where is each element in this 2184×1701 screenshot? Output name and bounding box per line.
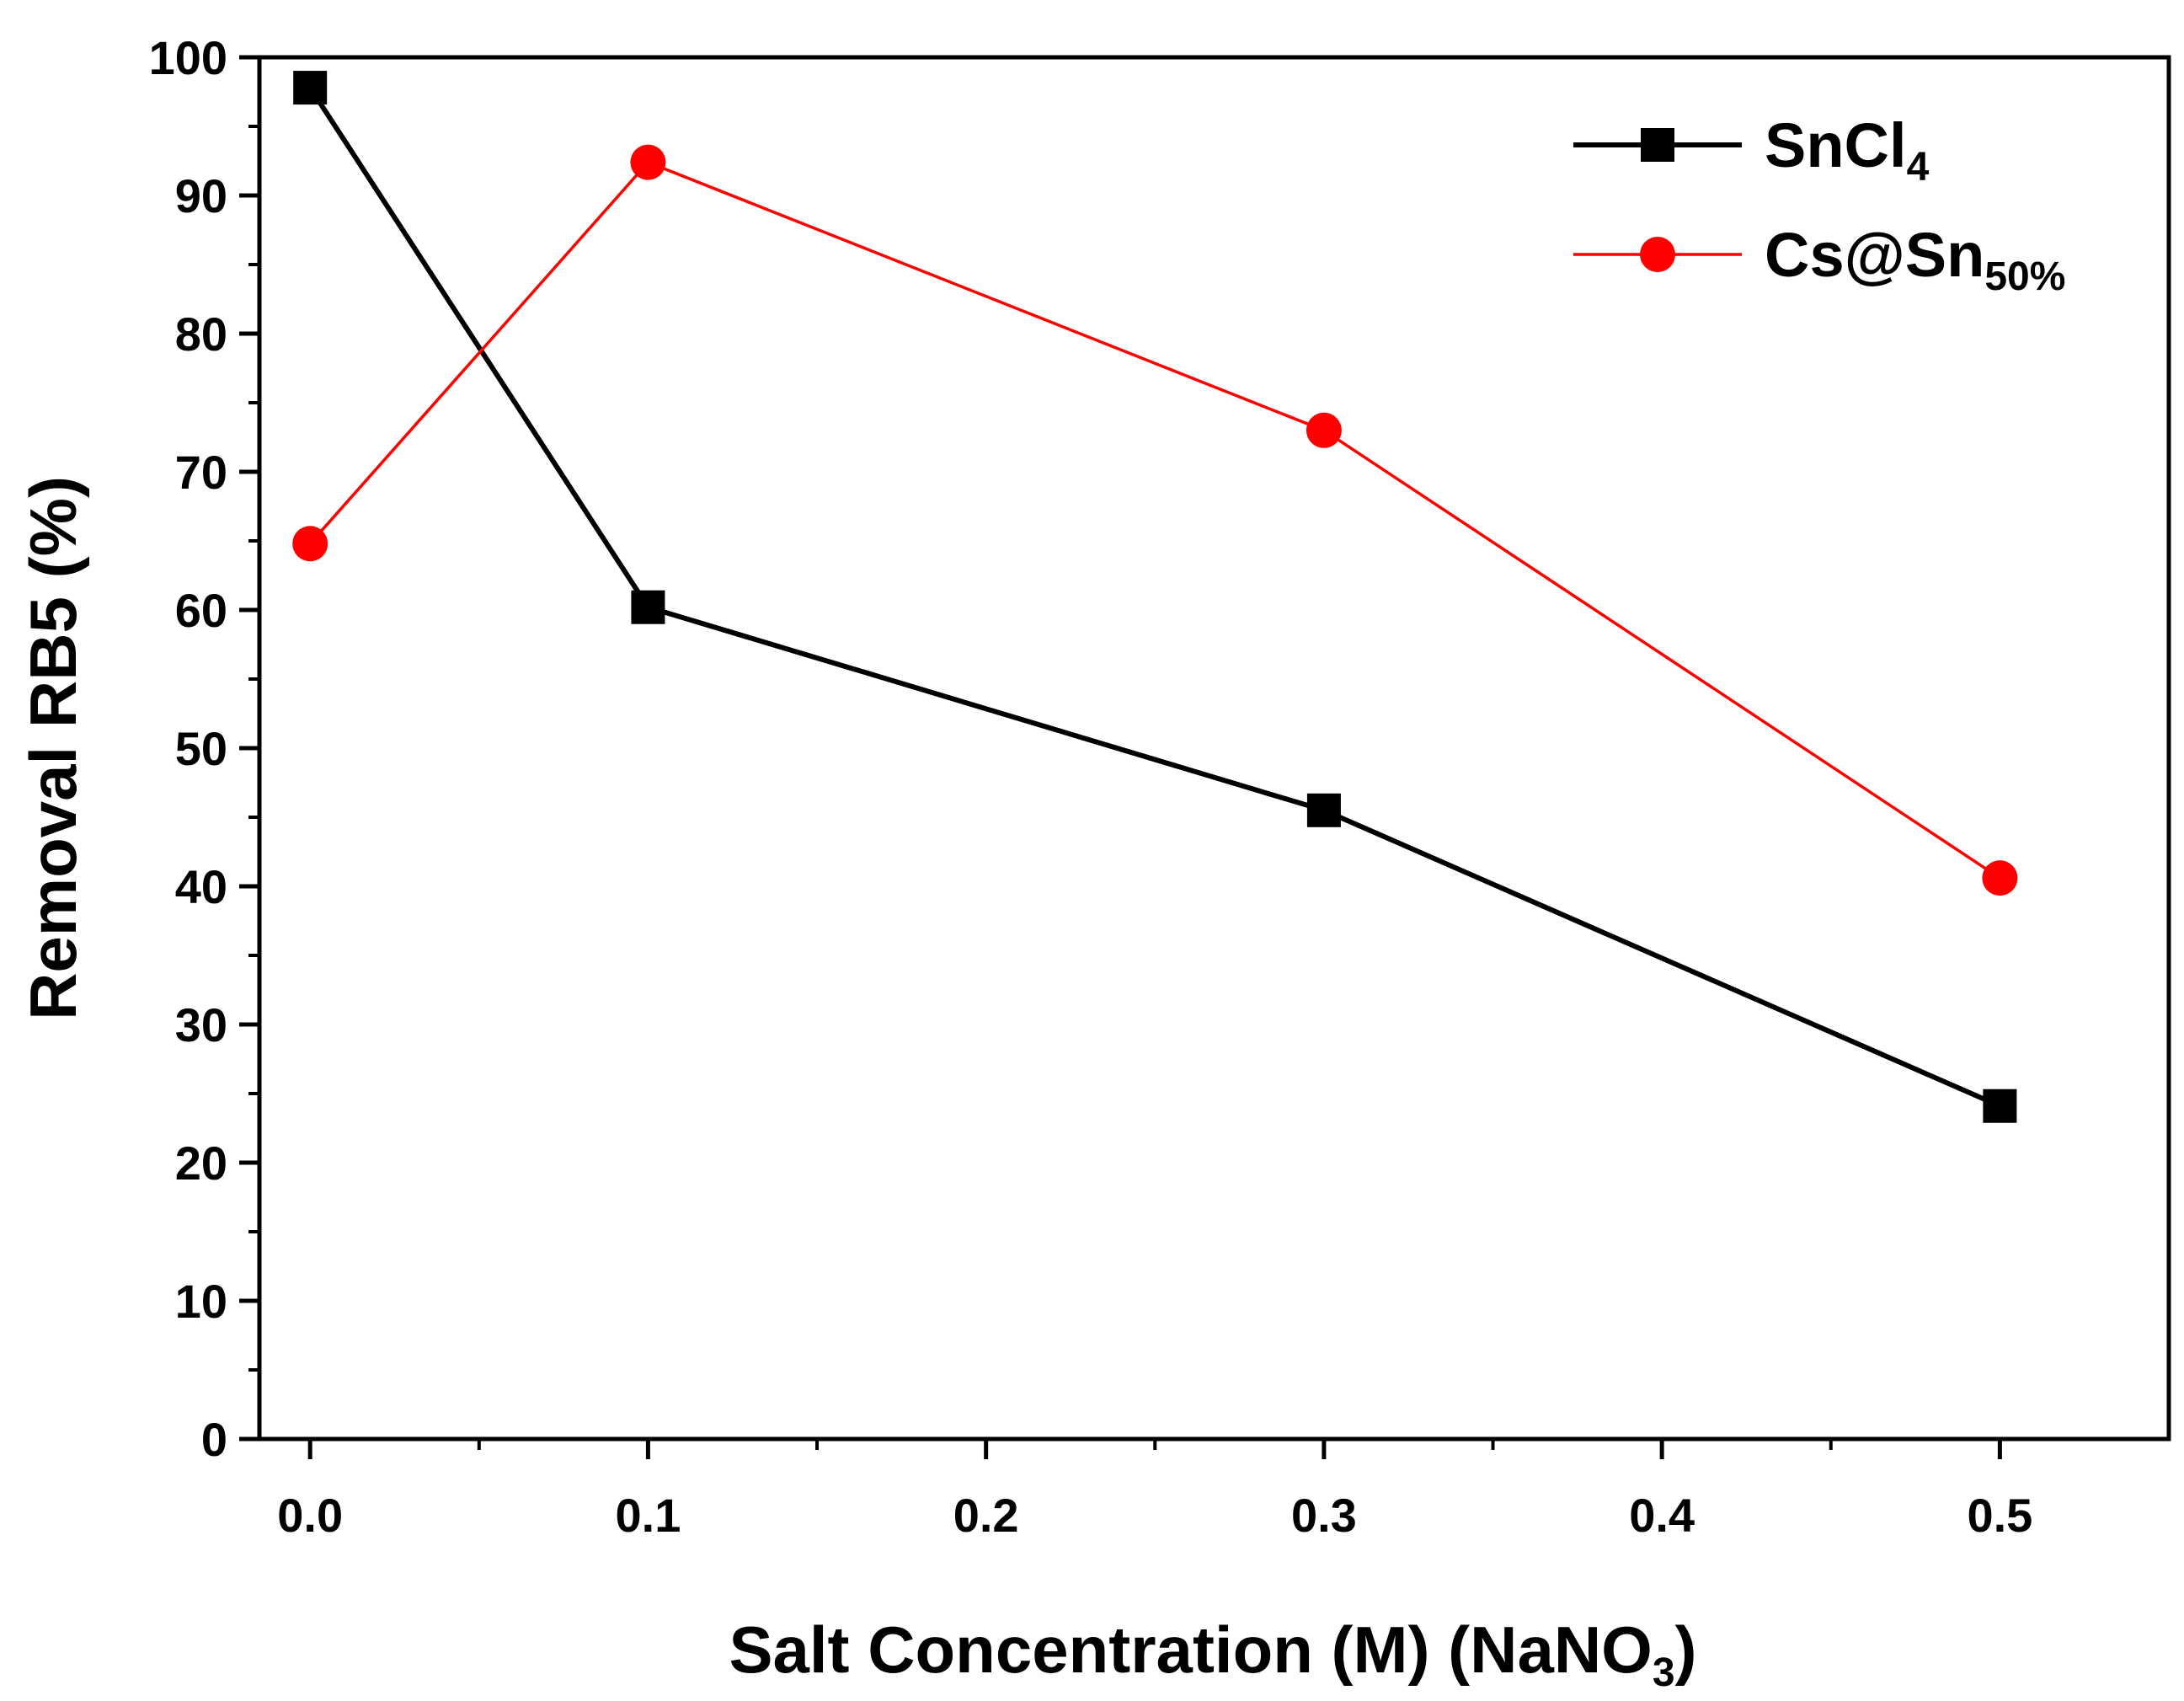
legend-label-sncl4: SnCl4 <box>1765 110 1930 190</box>
x-tick-label: 0.4 <box>1629 1489 1695 1542</box>
y-tick-label: 60 <box>175 584 227 637</box>
y-tick-label: 70 <box>175 446 227 499</box>
legend-label-cs-sn: Cs@Sn50% <box>1765 220 2065 299</box>
x-axis-title: Salt Concentration (M) (NaNO3) <box>729 1613 1696 1695</box>
legend: SnCl4 Cs@Sn50% <box>1573 110 2065 299</box>
x-axis-ticks: 0.0 0.1 0.2 0.3 0.4 0.5 <box>277 1439 2032 1542</box>
legend-label-sncl4-sub: 4 <box>1907 145 1930 190</box>
x-tick-label: 0.2 <box>953 1489 1019 1542</box>
y-tick-label: 10 <box>175 1275 227 1328</box>
x-tick-label: 0.3 <box>1291 1489 1357 1542</box>
x-tick-label: 0.5 <box>1967 1489 2032 1542</box>
y-tick-label: 50 <box>175 722 227 775</box>
series-line-0 <box>307 86 2001 1109</box>
x-tick-label: 0.1 <box>615 1489 681 1542</box>
y-tick-label: 40 <box>175 860 227 913</box>
data-point-circle <box>292 526 328 562</box>
series-layer <box>292 71 2018 1123</box>
data-point-circle <box>1306 412 1342 448</box>
legend-label-sncl4-main: SnCl <box>1765 110 1907 180</box>
legend-label-cs-sn-sub: 50% <box>1984 254 2065 299</box>
x-axis-title-main: Salt Concentration (M) (NaNO <box>729 1613 1652 1687</box>
data-point-square <box>631 590 665 624</box>
data-point-square <box>293 71 328 105</box>
y-tick-label: 90 <box>175 169 227 222</box>
legend-marker-cs-sn <box>1640 237 1675 272</box>
legend-label-cs-sn-main: Cs@Sn <box>1765 220 1984 290</box>
y-tick-label: 0 <box>201 1413 227 1466</box>
x-axis-title-tail: ) <box>1675 1613 1697 1687</box>
data-point-square <box>1306 793 1341 827</box>
y-tick-label: 100 <box>149 31 227 84</box>
data-point-circle <box>1982 860 2018 896</box>
x-axis-title-subscript: 3 <box>1653 1650 1675 1695</box>
y-tick-label: 20 <box>175 1137 227 1190</box>
y-axis-ticks: 0 10 20 30 40 50 60 70 80 90 100 <box>149 31 259 1466</box>
y-axis-title: Removal RB5 (%) <box>16 476 90 1020</box>
legend-marker-sncl4 <box>1641 128 1674 162</box>
y-tick-label: 30 <box>175 998 227 1051</box>
x-tick-label: 0.0 <box>277 1489 343 1542</box>
series-line-1 <box>308 160 2001 880</box>
y-tick-label: 80 <box>175 308 227 361</box>
data-point-circle <box>630 144 666 180</box>
data-point-square <box>1983 1089 2017 1123</box>
